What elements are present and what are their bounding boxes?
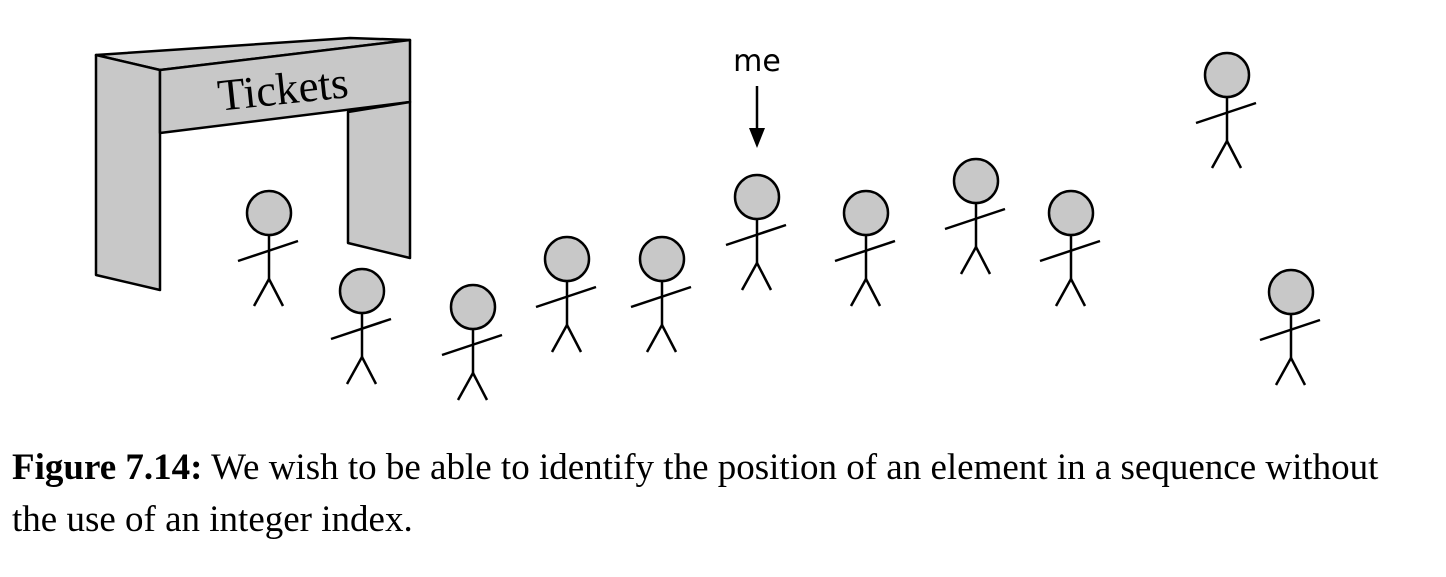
caption-text: We wish to be able to identify the posit… — [12, 447, 1379, 540]
person — [1039, 189, 1101, 307]
figure-caption: Figure 7.14: We wish to be able to ident… — [12, 442, 1432, 546]
tickets-gate — [94, 36, 412, 292]
person — [1259, 268, 1321, 386]
sequence-illustration: Tickets me — [94, 36, 1321, 401]
person — [535, 235, 597, 353]
caption-label: Figure 7.14: — [12, 447, 203, 488]
gate-left-post — [94, 53, 162, 292]
person — [330, 267, 392, 385]
person — [441, 283, 503, 401]
me-label: me — [733, 44, 781, 79]
person — [944, 157, 1006, 275]
me-arrow — [749, 86, 765, 148]
person — [237, 189, 299, 307]
person — [834, 189, 896, 307]
person — [630, 235, 692, 353]
people — [237, 51, 1321, 401]
person — [1195, 51, 1257, 169]
person-me — [725, 173, 787, 291]
gate-right-post — [346, 100, 412, 260]
